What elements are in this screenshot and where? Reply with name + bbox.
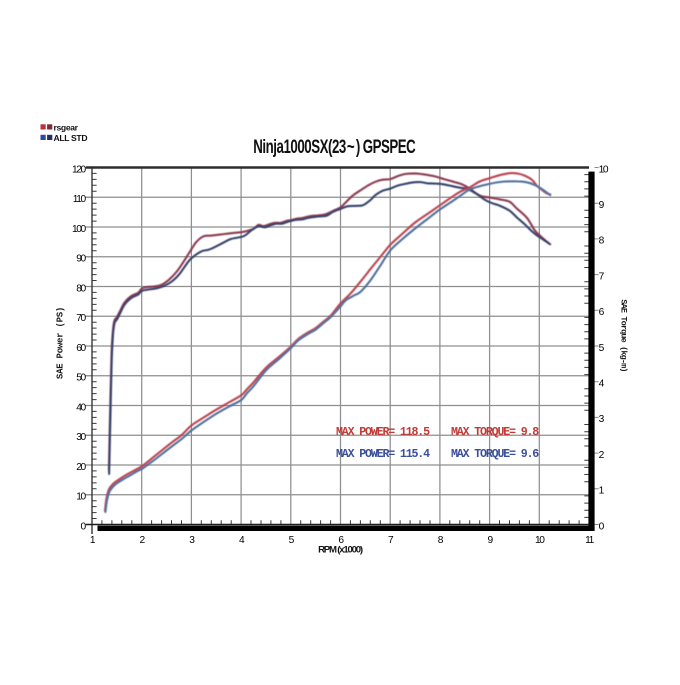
svg-text:0: 0 — [599, 521, 605, 532]
svg-text:3: 3 — [599, 414, 605, 425]
svg-text:120: 120 — [72, 164, 87, 175]
svg-text:MAX POWER= 118.5: MAX POWER= 118.5 — [336, 426, 430, 439]
svg-text:50: 50 — [76, 373, 86, 384]
svg-text:2: 2 — [599, 450, 605, 461]
svg-text:4: 4 — [239, 535, 245, 546]
svg-text:7: 7 — [599, 271, 605, 282]
svg-text:20: 20 — [76, 462, 86, 473]
svg-text:10: 10 — [535, 535, 545, 546]
svg-text:10: 10 — [76, 492, 86, 503]
svg-text:rsgear: rsgear — [54, 122, 79, 132]
svg-text:8: 8 — [438, 535, 444, 546]
svg-text:7: 7 — [388, 535, 394, 546]
svg-text:MAX POWER= 115.4: MAX POWER= 115.4 — [336, 448, 430, 461]
svg-text:MAX TORQUE= 9.8: MAX TORQUE= 9.8 — [451, 426, 539, 439]
svg-text:8: 8 — [599, 236, 605, 247]
svg-text:SAE Power (PS): SAE Power (PS) — [56, 307, 66, 379]
svg-text:9: 9 — [487, 535, 493, 546]
svg-text:30: 30 — [76, 432, 86, 443]
svg-text:9: 9 — [599, 200, 605, 211]
svg-text:RPM (x1000): RPM (x1000) — [318, 544, 363, 555]
svg-text:2: 2 — [140, 535, 146, 546]
svg-text:0: 0 — [81, 521, 87, 532]
svg-text:40: 40 — [76, 402, 86, 413]
svg-text:100: 100 — [72, 224, 87, 235]
svg-text:11: 11 — [585, 535, 595, 546]
svg-text:90: 90 — [76, 254, 86, 265]
svg-text:6: 6 — [338, 535, 344, 546]
svg-text:Ninja1000SX(23~)GPSPEC: Ninja1000SX(23~) GPSPEC — [253, 137, 416, 158]
svg-text:SAE Torque (kg-m): SAE Torque (kg-m) — [619, 299, 629, 371]
svg-text:1: 1 — [599, 486, 605, 497]
svg-text:5: 5 — [289, 535, 295, 546]
svg-text:10: 10 — [599, 164, 609, 175]
svg-text:110: 110 — [73, 194, 87, 205]
svg-text:60: 60 — [76, 343, 86, 354]
svg-text:4: 4 — [599, 379, 605, 390]
svg-text:1: 1 — [90, 535, 96, 546]
svg-text:ALL STD: ALL STD — [54, 133, 88, 143]
svg-text:5: 5 — [599, 343, 605, 354]
svg-text:70: 70 — [76, 313, 86, 324]
svg-text:80: 80 — [76, 283, 86, 294]
svg-text:6: 6 — [599, 307, 605, 318]
svg-text:3: 3 — [189, 535, 195, 546]
svg-text:MAX TORQUE= 9.6: MAX TORQUE= 9.6 — [451, 448, 539, 461]
